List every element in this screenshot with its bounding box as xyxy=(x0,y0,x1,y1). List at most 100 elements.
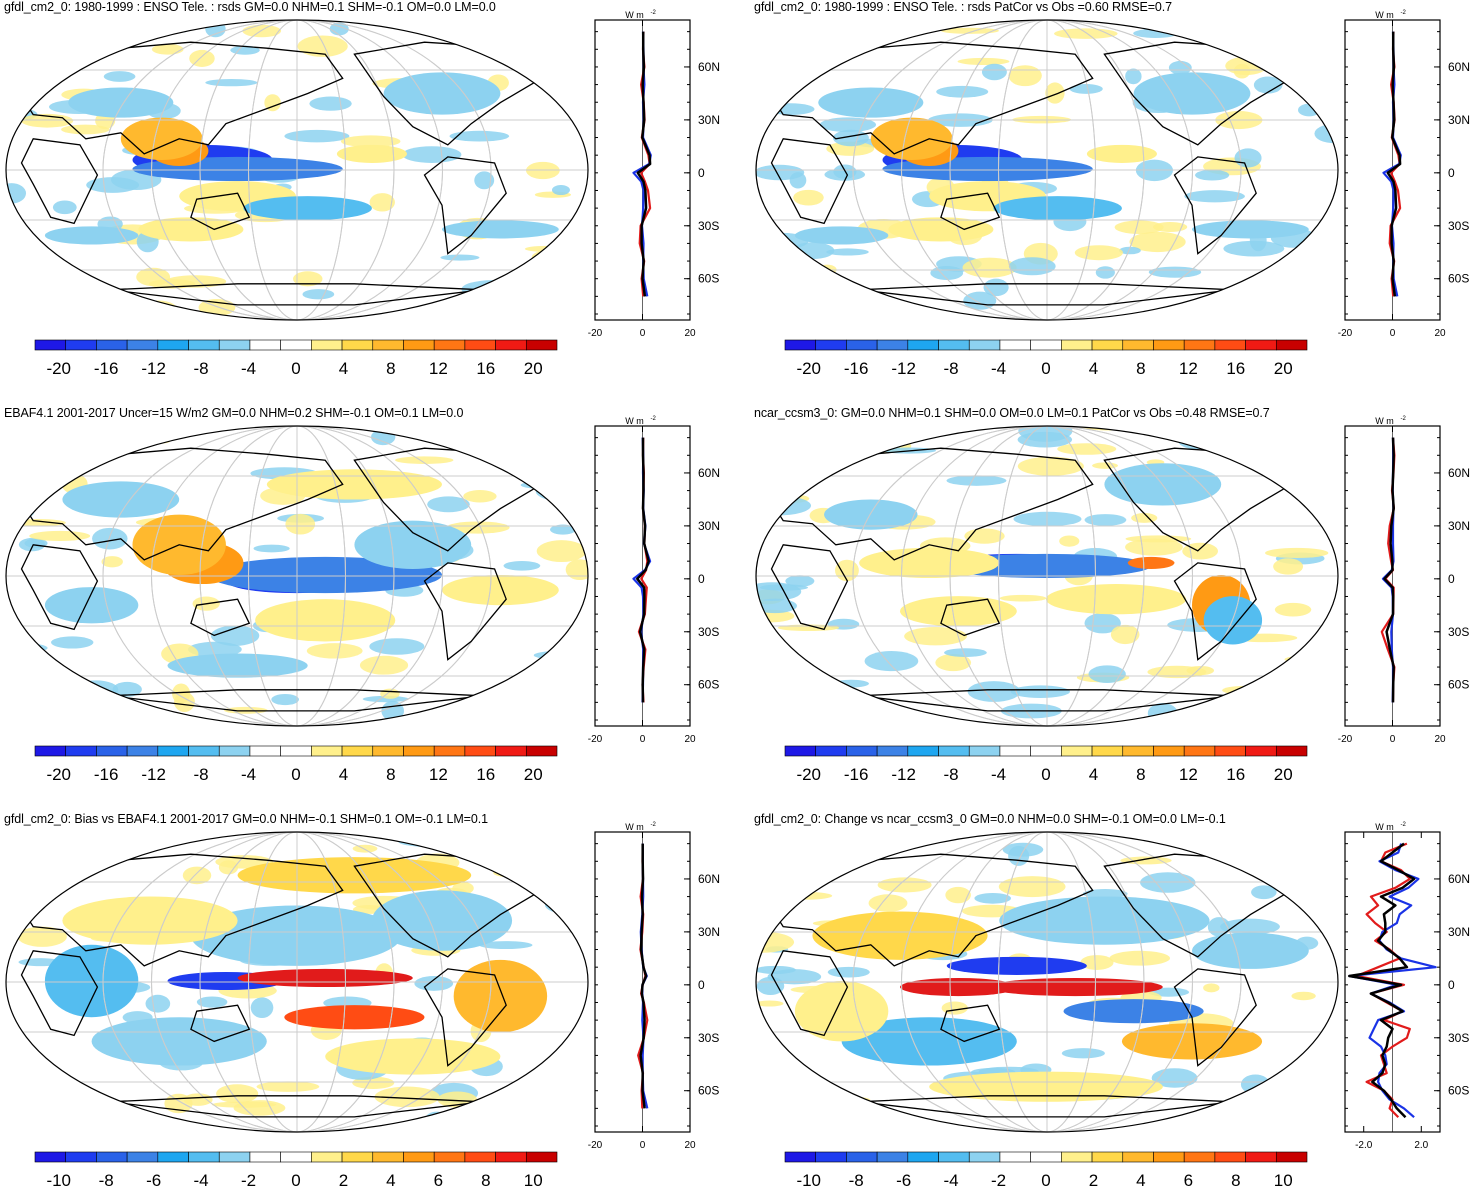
field-patch xyxy=(875,423,929,430)
colorbar-swatch xyxy=(1092,1152,1123,1162)
y-tick-label: 60S xyxy=(1448,1084,1469,1098)
field-patch xyxy=(566,1120,585,1126)
units-label: W m xyxy=(1375,822,1394,832)
colorbar-swatch xyxy=(189,1152,220,1162)
colorbar-swatch xyxy=(465,746,496,756)
colorbar-tick-label: 8 xyxy=(1136,765,1145,784)
colorbar-tick-label: -6 xyxy=(896,1171,911,1190)
colorbar-swatch xyxy=(526,340,557,350)
colorbar-tick-label: -4 xyxy=(944,1171,959,1190)
field-patch xyxy=(744,496,811,516)
x-tick-label: 0 xyxy=(640,1140,646,1151)
field-patch xyxy=(205,21,225,38)
field-patch xyxy=(40,309,106,323)
y-tick-label: 30N xyxy=(1448,113,1470,127)
colorbar-tick-label: -16 xyxy=(844,359,869,378)
field-patch xyxy=(1018,420,1072,442)
field-patch xyxy=(271,694,299,705)
colorbar-swatch xyxy=(342,1152,373,1162)
field-patch xyxy=(999,876,1066,897)
colorbar-swatch xyxy=(877,340,908,350)
colorbar-swatch xyxy=(1031,746,1062,756)
anomaly-blob xyxy=(454,960,547,1032)
field-patch xyxy=(450,131,510,142)
colorbar-swatch xyxy=(877,1152,908,1162)
x-tick-label: 20 xyxy=(1434,328,1446,339)
colorbar-tick-label: 12 xyxy=(429,765,448,784)
anomaly-blob xyxy=(1087,145,1157,163)
robinson-map xyxy=(754,424,1342,730)
field-patch xyxy=(775,42,831,54)
colorbar-swatch xyxy=(281,340,312,350)
colorbar-tick-label: 6 xyxy=(434,1171,443,1190)
colorbar-swatch xyxy=(373,340,404,350)
field-patch xyxy=(458,418,496,440)
colorbar-swatch xyxy=(96,1152,127,1162)
x-tick-label: 20 xyxy=(684,1140,696,1151)
field-patch xyxy=(11,46,37,58)
y-tick-label: 30S xyxy=(698,625,719,639)
field-patch xyxy=(869,894,908,912)
units-label: W m xyxy=(625,10,644,20)
field-patch xyxy=(944,648,987,657)
colorbar-tick-label: -16 xyxy=(94,359,119,378)
field-patch xyxy=(843,422,909,428)
colorbar-swatch xyxy=(816,746,847,756)
colorbar-swatch xyxy=(526,1152,557,1162)
colorbar-tick-label: 16 xyxy=(1226,765,1245,784)
field-patch xyxy=(1273,558,1303,574)
colorbar-swatch xyxy=(96,746,127,756)
colorbar-swatch xyxy=(908,746,939,756)
colorbar-swatch xyxy=(311,340,342,350)
colorbar-tick-label: -20 xyxy=(796,765,821,784)
field-patch xyxy=(554,432,599,439)
field-patch xyxy=(440,255,479,261)
colorbar-swatch xyxy=(785,746,816,756)
x-tick-label: -20 xyxy=(588,328,603,339)
zonal-series-line xyxy=(1384,438,1393,703)
colorbar-swatch xyxy=(1246,1152,1277,1162)
field-patch xyxy=(774,296,790,312)
y-tick-label: 60N xyxy=(698,466,720,480)
field-patch xyxy=(542,875,579,883)
map-frame xyxy=(0,830,599,1136)
y-tick-label: 60S xyxy=(698,272,719,286)
colorbar-tick-label: 6 xyxy=(1184,1171,1193,1190)
x-tick-label: 0 xyxy=(640,734,646,745)
anomaly-blob xyxy=(62,896,237,944)
field-patch xyxy=(285,514,315,535)
y-tick-label: 0 xyxy=(698,166,705,180)
colorbar-swatch xyxy=(1276,1152,1307,1162)
colorbar-tick-label: 10 xyxy=(524,1171,543,1190)
field-patch xyxy=(865,651,919,671)
y-tick-label: 30N xyxy=(1448,925,1470,939)
colorbar-tick-label: 4 xyxy=(1136,1171,1145,1190)
field-patch xyxy=(45,60,63,82)
colorbar-swatch xyxy=(158,1152,189,1162)
x-tick-label: 20 xyxy=(684,734,696,745)
y-tick-label: 60N xyxy=(1448,60,1470,74)
colorbar-swatch xyxy=(1092,746,1123,756)
field-patch xyxy=(545,1065,565,1087)
colorbar-swatch xyxy=(846,1152,877,1162)
anomaly-blob xyxy=(121,118,203,160)
field-patch xyxy=(784,302,843,308)
field-patch xyxy=(234,1100,286,1116)
field-patch xyxy=(360,656,408,675)
field-patch xyxy=(930,266,963,280)
field-patch xyxy=(945,887,971,903)
field-patch xyxy=(1009,257,1056,275)
field-patch xyxy=(74,680,118,698)
colorbar-swatch xyxy=(158,340,189,350)
colorbar-swatch xyxy=(127,340,158,350)
colorbar-swatch xyxy=(1153,1152,1184,1162)
colorbar-swatch xyxy=(496,746,527,756)
field-patch xyxy=(1057,443,1116,455)
colorbar-swatch xyxy=(250,340,281,350)
colorbar-swatch xyxy=(403,746,434,756)
panel-title: ncar_ccsm3_0: GM=0.0 NHM=0.1 SHM=0.0 OM=… xyxy=(754,406,1270,420)
colorbar-swatch xyxy=(66,746,97,756)
y-tick-label: 0 xyxy=(1448,166,1455,180)
anomaly-blob xyxy=(818,87,923,117)
